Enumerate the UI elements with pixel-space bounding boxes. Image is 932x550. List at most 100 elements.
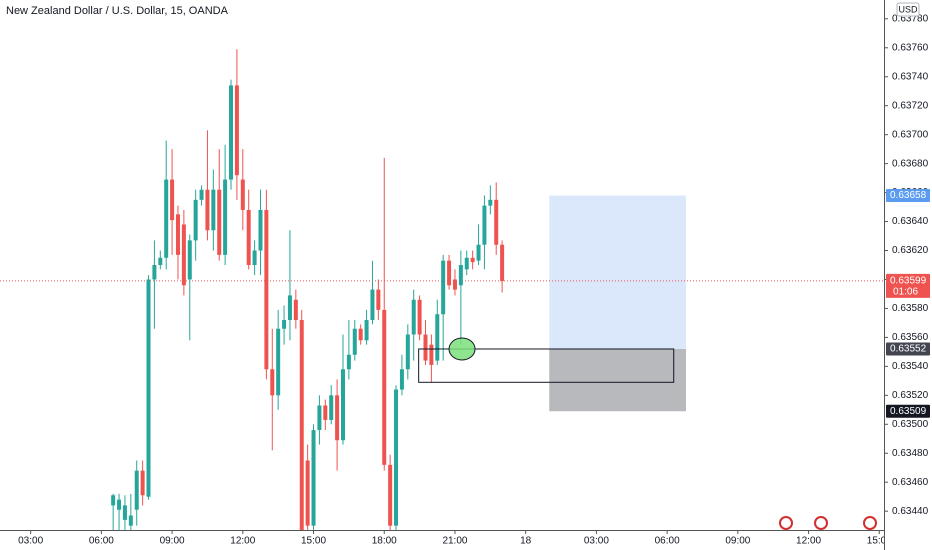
y-tick-label: 0.63540 <box>892 361 929 372</box>
y-tick-label: 0.63520 <box>892 390 929 401</box>
currency-box <box>896 2 920 17</box>
price-badge-label: 0.63658 <box>890 190 927 201</box>
price-badge <box>886 188 930 202</box>
candle-body <box>158 257 163 265</box>
candle-body <box>134 470 139 510</box>
event-icon[interactable] <box>863 516 877 530</box>
y-tick-label: 0.63480 <box>892 448 929 459</box>
x-tick-label: 12:00 <box>230 536 255 547</box>
axes: 03:00 06:00 09:00 12:00 15:00 18:00 21:00 18 03:… <box>18 0 932 550</box>
x-tick-label: 12:00 <box>796 536 821 547</box>
price-badge-label: 0.63509 <box>890 406 927 417</box>
candle-body <box>500 244 505 281</box>
candle-body <box>458 265 463 286</box>
candle-body <box>452 279 457 290</box>
candle-body <box>335 395 340 441</box>
plot-area <box>0 49 884 530</box>
y-tick-label: 0.63620 <box>892 245 929 256</box>
x-tick-label: 09:00 <box>725 536 750 547</box>
candle-body <box>252 250 257 265</box>
candle-body <box>447 260 452 286</box>
event-icons <box>779 516 877 530</box>
candle-body <box>388 464 393 526</box>
candle-body <box>246 209 251 265</box>
candle-body <box>311 430 316 526</box>
candle-body <box>111 495 116 506</box>
candle-body <box>193 199 198 241</box>
candle-body <box>264 209 269 370</box>
y-tick-label: 0.63720 <box>892 100 929 111</box>
candle-body <box>305 460 310 526</box>
stop-zone <box>549 348 686 412</box>
candle-body <box>223 179 228 255</box>
candle-body <box>476 244 481 261</box>
zone-rect <box>418 348 675 383</box>
candle-body <box>164 179 169 258</box>
y-tick-label: 0.63740 <box>892 71 929 82</box>
x-tick-label: 21:00 <box>442 536 467 547</box>
candle-body <box>494 199 499 245</box>
candle-body <box>122 505 127 520</box>
countdown-label: 01:06 <box>893 287 918 298</box>
candle-body <box>370 289 375 321</box>
candle-body <box>470 257 475 263</box>
time-axis <box>0 530 884 550</box>
candle-body <box>170 179 175 221</box>
candle-body <box>146 279 151 497</box>
candle-body <box>423 334 428 361</box>
candle-body <box>287 295 292 321</box>
x-tick-label: 03:00 <box>18 536 43 547</box>
x-tick-label: 15:00 <box>867 536 892 547</box>
candle-body <box>435 314 440 361</box>
candle-body <box>411 299 416 335</box>
candle-body <box>364 320 369 341</box>
x-tick-label: 09:00 <box>160 536 185 547</box>
x-tick-label: 15:00 <box>301 536 326 547</box>
y-tick-label: 0.63440 <box>892 506 929 517</box>
candle-body <box>352 328 357 355</box>
price-badge <box>886 342 930 356</box>
candle-body <box>329 395 334 420</box>
candle-body <box>117 499 122 510</box>
candle-body <box>340 369 345 441</box>
y-tick-label: 0.63780 <box>892 13 929 24</box>
candle-body <box>258 209 263 251</box>
candle-body <box>211 189 216 231</box>
x-tick-label: 03:00 <box>584 536 609 547</box>
y-tick-label: 0.63500 <box>892 419 929 430</box>
last-price-badge <box>886 273 930 298</box>
candle-body <box>488 199 493 206</box>
candle-body <box>282 320 287 329</box>
candle-body <box>429 344 434 365</box>
y-tick-label: 0.63460 <box>892 477 929 488</box>
candle-body <box>187 240 192 280</box>
x-tick-label: 06:00 <box>655 536 680 547</box>
candle-body <box>181 224 186 286</box>
candle-body <box>399 369 404 390</box>
y-tick-label: 0.63560 <box>892 332 929 343</box>
candle-body <box>323 405 328 420</box>
candle-body <box>346 354 351 370</box>
price-badge-label: 0.63552 <box>890 344 927 355</box>
y-tick-label: 0.63680 <box>892 158 929 169</box>
price-badge <box>886 404 930 418</box>
candle-body <box>394 389 399 526</box>
x-tick-label: 06:00 <box>89 536 114 547</box>
candle-body <box>276 328 281 396</box>
candle-body <box>299 320 304 530</box>
y-tick-label: 0.63760 <box>892 42 929 53</box>
candle-body <box>405 334 410 370</box>
x-tick-label: 18 <box>520 536 532 547</box>
last-price-label: 0.63599 <box>890 276 927 287</box>
event-icon[interactable] <box>814 516 828 530</box>
candle-body <box>417 299 422 335</box>
event-icon[interactable] <box>779 516 793 530</box>
candle-body <box>229 85 234 180</box>
candle-body <box>140 470 145 496</box>
target-zone <box>549 195 686 349</box>
candle-body <box>240 179 245 210</box>
candle-body <box>217 189 222 255</box>
candle-body <box>441 260 446 315</box>
highlight-ellipse <box>448 337 476 361</box>
